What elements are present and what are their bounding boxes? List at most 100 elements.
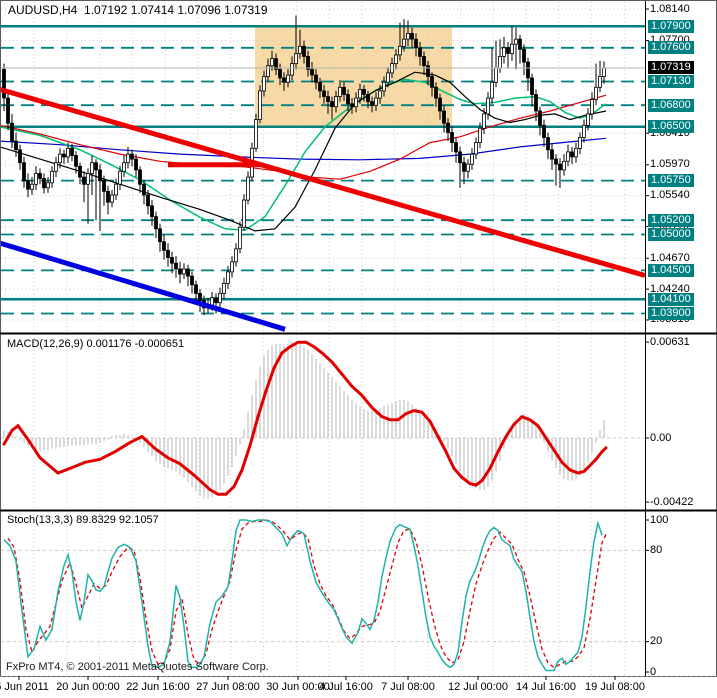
macd-signal-line [2, 340, 608, 496]
bear-candle [342, 86, 346, 95]
bull-candle [66, 147, 70, 158]
bull-candle [234, 248, 238, 263]
macd-axis-label: 0.00 [650, 431, 672, 444]
bear-candle [426, 65, 430, 77]
bear-candle [350, 103, 354, 108]
bull-candle [510, 43, 514, 54]
bull-candle [126, 153, 130, 164]
bull-candle [482, 113, 486, 129]
time-axis-label: 20 Jun 00:00 [56, 681, 120, 693]
bear-candle [314, 74, 318, 83]
bear-candle [538, 110, 542, 126]
bull-candle [394, 54, 398, 65]
ma-green-line [0, 78, 607, 231]
bear-candle [154, 216, 158, 230]
bull-candle [334, 96, 338, 108]
bull-candle [54, 162, 58, 172]
bear-candle [534, 94, 538, 112]
stoch-axis-label: 80 [650, 543, 663, 556]
current-price-label: 1.07319 [648, 61, 694, 75]
bear-candle [162, 241, 166, 251]
bear-candle [434, 86, 438, 99]
bull-candle [294, 53, 298, 65]
bear-candle [542, 124, 546, 138]
bear-candle [418, 47, 422, 57]
bull-candle [50, 170, 54, 184]
bull-candle [494, 67, 498, 83]
price-tick-label: 1.05970 [650, 158, 690, 171]
bear-candle [282, 77, 286, 83]
bull-candle [406, 33, 410, 40]
time-axis-label: 14 Jul 16:00 [516, 681, 576, 693]
bear-candle [18, 149, 22, 164]
bull-candle [386, 72, 390, 83]
bull-candle [586, 113, 590, 126]
bear-candle [10, 122, 14, 142]
bull-candle [286, 74, 290, 83]
bear-candle [522, 48, 526, 63]
bear-candle [366, 94, 370, 103]
time-axis-label: 15 Jun 2011 [0, 681, 49, 693]
time-axis-label: 19 Jul 08:00 [585, 681, 645, 693]
bull-candle [30, 183, 34, 190]
copyright-text: FxPro MT4, © 2001-2011 MetaQuotes Softwa… [6, 661, 269, 673]
bull-candle [358, 89, 362, 99]
bull-candle [114, 183, 118, 196]
bear-candle [330, 101, 334, 107]
price-level-label: 1.05000 [648, 228, 694, 241]
bear-candle [422, 56, 426, 67]
bull-candle [378, 90, 382, 99]
bear-candle [106, 190, 110, 203]
bull-candle [502, 47, 506, 57]
bull-candle [574, 147, 578, 158]
bear-candle [158, 228, 162, 243]
bull-candle [566, 151, 570, 162]
stoch-label: Stoch(13,3,3) 89.8329 92.1057 [7, 514, 159, 526]
bull-candle [298, 45, 302, 54]
bull-candle [490, 81, 494, 99]
bear-candle [22, 162, 26, 182]
bear-candle [370, 101, 374, 106]
macd-label: MACD(12,26,9) 0.001176 -0.000651 [7, 338, 185, 350]
price-level-label: 1.04500 [648, 263, 694, 277]
price-level-label: 1.05750 [648, 174, 694, 188]
bear-candle [14, 140, 18, 151]
bear-candle [94, 162, 98, 171]
stoch-axis-label: 20 [650, 635, 663, 648]
stoch-axis-label: 0 [650, 665, 657, 678]
bear-candle [450, 132, 454, 144]
bear-candle [42, 178, 46, 189]
bear-candle [458, 151, 462, 164]
bear-candle [554, 158, 558, 165]
bear-candle [78, 165, 82, 178]
bull-candle [34, 173, 38, 185]
bear-candle [274, 58, 278, 70]
bull-candle [478, 127, 482, 143]
bear-candle [194, 284, 198, 294]
bull-candle [230, 261, 234, 273]
bull-candle [374, 97, 378, 106]
ma-red-line [0, 94, 607, 180]
bull-candle [118, 170, 122, 185]
bear-candle [38, 173, 42, 179]
bull-candle [246, 176, 250, 201]
bull-candle [590, 99, 594, 115]
bull-candle [474, 142, 478, 155]
price-tick-label: 1.05540 [650, 189, 690, 202]
price-tick-label: 1.08140 [650, 2, 690, 15]
bull-candle [258, 90, 262, 121]
bear-candle [526, 61, 530, 79]
bear-candle [506, 47, 510, 54]
bull-candle [86, 173, 90, 185]
bear-candle [326, 96, 330, 102]
bear-candle [174, 262, 178, 270]
bull-candle [486, 97, 490, 115]
bear-candle [550, 149, 554, 160]
bull-candle [182, 268, 186, 275]
bull-candle [514, 38, 518, 45]
price-level-label: 1.07600 [648, 41, 694, 55]
bull-candle [498, 56, 502, 69]
bull-candle [598, 76, 602, 88]
